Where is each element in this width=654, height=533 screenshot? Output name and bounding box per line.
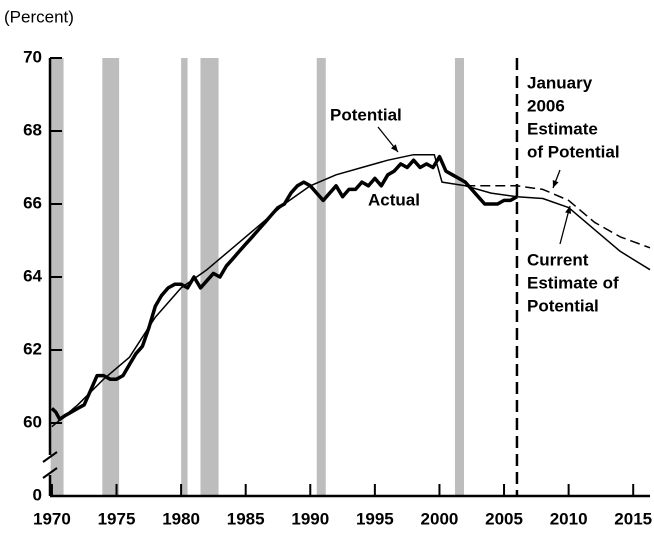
arrow-head: [552, 180, 559, 188]
arrow-head: [390, 144, 398, 152]
annotation: January: [527, 73, 593, 92]
y-tick-label: 66: [23, 193, 42, 212]
x-tick-label: 2005: [485, 509, 523, 528]
annotation: Actual: [368, 190, 420, 209]
arrow-head: [565, 206, 572, 214]
annotation: Potential: [527, 296, 599, 315]
series-line: [51, 153, 651, 428]
y-tick-label: 68: [23, 120, 42, 139]
x-tick-label: 1970: [33, 509, 71, 528]
x-tick-label: 1975: [98, 509, 136, 528]
x-tick-label: 1990: [291, 509, 329, 528]
recession-band: [102, 58, 120, 496]
annotation: Estimate of: [527, 273, 619, 292]
series-line: [465, 185, 651, 249]
recession-band: [454, 58, 464, 496]
x-tick-label: 1985: [227, 509, 265, 528]
x-tick-label: 2010: [550, 509, 588, 528]
y-tick-label: 70: [23, 47, 42, 66]
y-tick-label: 62: [23, 339, 42, 358]
y-tick-label: 64: [23, 266, 42, 285]
x-tick-label: 1980: [162, 509, 200, 528]
axis-break: [42, 451, 58, 479]
recession-band: [181, 58, 188, 496]
annotation: Estimate: [527, 119, 598, 138]
annotation: Current: [527, 250, 589, 269]
x-tick-label: 1995: [356, 509, 394, 528]
x-tick-label: 2015: [614, 509, 652, 528]
x-tick-label: 2000: [421, 509, 459, 528]
annotation: 2006: [527, 96, 565, 115]
y-tick-label: 60: [23, 412, 42, 431]
y-tick-label: 0: [33, 485, 42, 504]
unit-label: (Percent): [4, 7, 74, 26]
annotation: of Potential: [527, 142, 620, 161]
annotation: Potential: [330, 105, 402, 124]
recession-band: [316, 58, 326, 496]
series-line: [50, 154, 518, 422]
